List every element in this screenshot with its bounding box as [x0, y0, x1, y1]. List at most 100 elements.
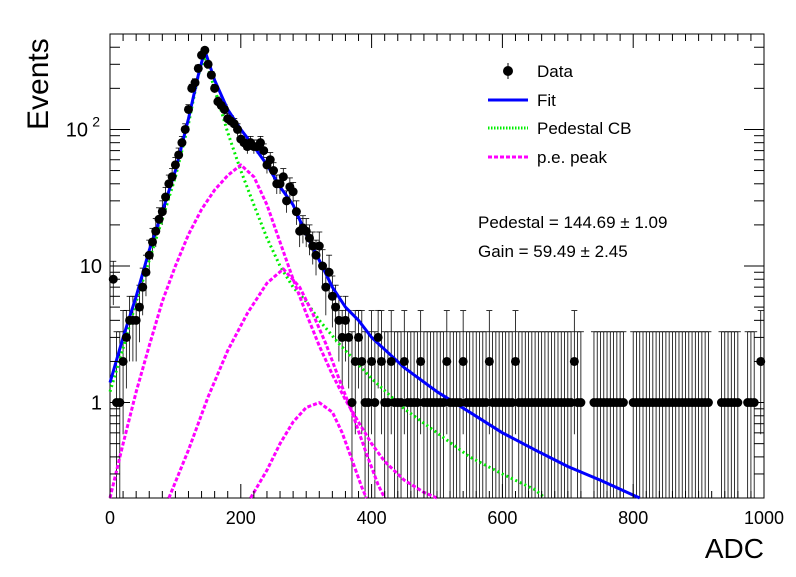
data-point [399, 356, 409, 366]
legend-item-pedestal-cb: Pedestal CB [488, 119, 632, 138]
data-point [161, 192, 171, 202]
data-point [703, 398, 713, 408]
data-point [363, 398, 373, 408]
data-point [458, 356, 468, 366]
data-point [141, 267, 151, 277]
data-point [376, 356, 386, 366]
x-tick-label: 1000 [744, 508, 784, 528]
data-point [308, 241, 318, 251]
legend-item-pe-peak: p.e. peak [488, 148, 607, 167]
legend-label-fit: Fit [537, 91, 556, 110]
data-point [118, 356, 128, 366]
data-point [138, 282, 148, 292]
data-point [219, 104, 229, 114]
data-point [288, 187, 298, 197]
pedestal-annotation: Pedestal = 144.69 ± 1.09 [478, 213, 667, 232]
y-tick-exponent: 2 [92, 113, 100, 129]
data-point [275, 179, 285, 189]
data-point [357, 356, 367, 366]
data-point [164, 179, 174, 189]
pe-peak-curve-2 [108, 163, 438, 500]
x-tick-label: 800 [618, 508, 648, 528]
data-point [144, 250, 154, 260]
data-point [203, 59, 213, 69]
data-point [167, 172, 177, 182]
data-point [566, 398, 576, 408]
data-point [301, 226, 311, 236]
legend-label-data: Data [537, 62, 573, 81]
data-point [373, 332, 383, 342]
data-point [183, 104, 193, 114]
data-point [210, 83, 220, 93]
data-point [337, 332, 347, 342]
fit-curve [108, 48, 641, 500]
data-point [311, 250, 321, 260]
data-point [282, 196, 292, 206]
data-point [180, 124, 190, 134]
pedestal-cb-curve [108, 57, 546, 500]
x-axis-label: ADC [705, 533, 764, 564]
data-point [383, 398, 393, 408]
data-point [131, 315, 141, 325]
data-point [340, 315, 350, 325]
data-point [354, 332, 364, 342]
data-point [304, 233, 314, 243]
data-point [481, 398, 491, 408]
data-point [412, 398, 422, 408]
data-point [206, 70, 216, 80]
data-point [416, 356, 426, 366]
data-point [386, 356, 396, 366]
data-points [108, 45, 766, 408]
data-point [507, 398, 517, 408]
data-point [174, 150, 184, 160]
x-tick-label: 400 [357, 508, 387, 528]
data-point [314, 241, 324, 251]
data-point [733, 398, 743, 408]
data-point [347, 398, 357, 408]
legend: Data Fit Pedestal CB p.e. peak [488, 62, 632, 167]
data-point [331, 302, 341, 312]
y-tick-label: 10 [80, 256, 102, 278]
fit-annotations: Pedestal = 144.69 ± 1.09 Gain = 59.49 ± … [478, 213, 667, 261]
x-tick-label: 0 [105, 508, 115, 528]
data-point [154, 214, 164, 224]
data-point [318, 261, 328, 271]
data-point [157, 207, 167, 217]
data-point [134, 302, 144, 312]
data-point [151, 226, 161, 236]
data-point [334, 315, 344, 325]
data-point [278, 172, 288, 182]
fit-curves [108, 48, 641, 500]
x-tick-label: 200 [226, 508, 256, 528]
data-point [396, 398, 406, 408]
data-point [569, 356, 579, 366]
data-point [291, 207, 301, 217]
data-point [190, 78, 200, 88]
data-point [618, 398, 628, 408]
y-tick-label: 10 [66, 119, 88, 141]
legend-item-data: Data [503, 62, 573, 81]
legend-label-pe-peak: p.e. peak [537, 148, 607, 167]
data-point [177, 138, 187, 148]
data-point [350, 356, 360, 366]
data-point [344, 332, 354, 342]
y-tick-label: 1 [91, 393, 102, 415]
gain-annotation: Gain = 59.49 ± 2.45 [478, 242, 628, 261]
x-tick-label: 600 [487, 508, 517, 528]
data-point [121, 332, 131, 342]
data-point [265, 155, 275, 165]
data-point [484, 356, 494, 366]
data-point [510, 356, 520, 366]
data-point [255, 138, 265, 148]
data-point [439, 398, 449, 408]
data-point [324, 267, 334, 277]
data-point [576, 398, 586, 408]
y-axis-label: Events [22, 38, 55, 130]
data-point [370, 398, 380, 408]
pe-peak-curve-4 [249, 401, 368, 499]
error-bars [110, 46, 764, 498]
data-point [442, 356, 452, 366]
data-point [233, 124, 243, 134]
